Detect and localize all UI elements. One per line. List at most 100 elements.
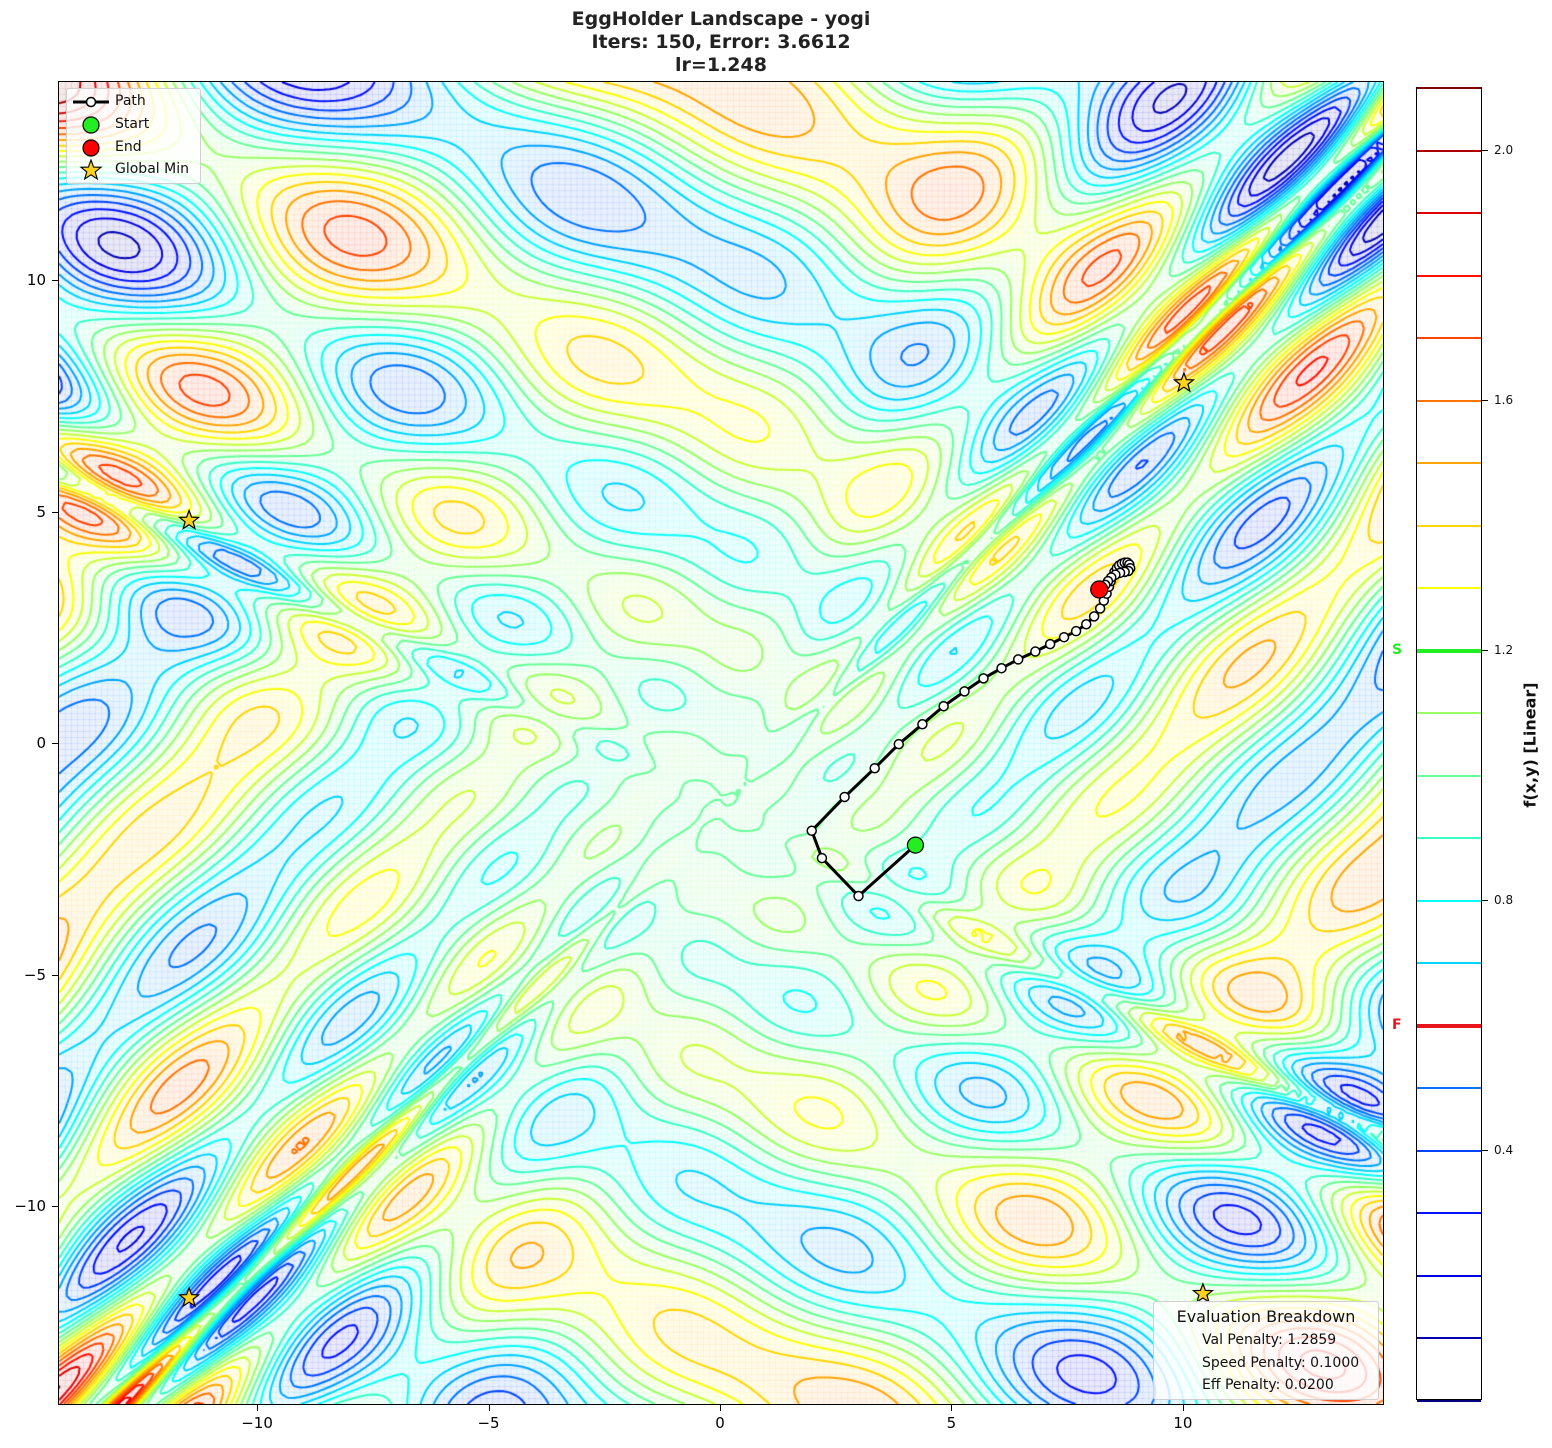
path-point: [996, 662, 1007, 674]
legend-entry-end: End: [67, 137, 200, 159]
path-point: [1081, 618, 1092, 630]
x-tick: [1182, 1405, 1184, 1411]
evaluation-title: Evaluation Breakdown: [1176, 1307, 1356, 1326]
path-point: [1030, 646, 1041, 657]
colorbar-level-line: [1417, 837, 1481, 840]
path-point: [853, 890, 864, 902]
colorbar-level-line: [1417, 1023, 1481, 1028]
legend-entry-global-min: Global Min: [67, 159, 200, 181]
y-tick-label: 0: [36, 734, 46, 753]
global-min-star-icon: [177, 508, 201, 530]
path-point: [869, 762, 880, 774]
contour-field: [59, 82, 1383, 1404]
path-overlay: [177, 371, 1215, 1308]
colorbar-level-line: [1417, 712, 1481, 715]
global-min-star-icon: [1191, 1282, 1215, 1304]
colorbar-tick: [1482, 1149, 1488, 1151]
y-tick-label: 5: [36, 502, 46, 521]
path-point: [1044, 638, 1056, 650]
path-point: [938, 700, 949, 712]
legend-label-start: Start: [115, 116, 150, 132]
colorbar-level-line: [1417, 149, 1481, 152]
star-icon: [79, 159, 103, 181]
legend-entry-start: Start: [67, 114, 200, 136]
chart-title: EggHolder Landscape - yogi Iters: 150, E…: [0, 8, 1442, 77]
plot-area: [58, 81, 1384, 1405]
x-tick-label: −10: [241, 1414, 273, 1432]
colorbar-tick: [1482, 399, 1488, 401]
colorbar-tick-label: 0.4: [1494, 1142, 1514, 1157]
x-tick-label: 5: [946, 1414, 957, 1432]
colorbar-tick-label: 2.0: [1494, 142, 1514, 157]
legend-entry-path: Path: [67, 91, 200, 113]
colorbar: [1416, 87, 1482, 1402]
colorbar-level-line: [1417, 1212, 1481, 1215]
colorbar-tick: [1482, 899, 1488, 901]
path-point: [959, 686, 970, 697]
colorbar-level-line: [1417, 462, 1481, 465]
path-point: [839, 791, 850, 803]
colorbar-level-line: [1417, 774, 1481, 777]
start-marker: [906, 836, 925, 854]
legend-label-end: End: [115, 139, 142, 155]
global-min-star-icon: [177, 1286, 201, 1308]
colorbar-level-line: [1417, 87, 1481, 89]
colorbar-label: f(x,y) [Linear]: [1520, 682, 1540, 808]
colorbar-level-line: [1417, 587, 1481, 590]
path-point: [816, 852, 828, 864]
y-tick: [52, 511, 58, 513]
chart-title-line-2: Iters: 150, Error: 3.6612: [591, 31, 851, 53]
evaluation-breakdown-box: Evaluation Breakdown Val Penalty: 1.2859…: [1153, 1301, 1379, 1400]
chart-title-line-1: EggHolder Landscape - yogi: [571, 8, 871, 30]
global-min-star-icon: [1172, 371, 1196, 393]
path-point: [893, 738, 905, 750]
path-point: [917, 718, 928, 730]
val-penalty: Val Penalty: 1.2859: [1202, 1332, 1337, 1348]
colorbar-level-line: [1417, 962, 1481, 965]
colorbar-level-line: [1417, 274, 1481, 277]
y-tick-label: −10: [14, 1197, 46, 1216]
path-line-icon: [73, 96, 109, 108]
path-point: [1012, 654, 1024, 665]
colorbar-level-line: [1417, 1149, 1481, 1152]
colorbar-level-line: [1417, 212, 1481, 215]
colorbar-tick: [1482, 649, 1488, 651]
colorbar-level-line: [1417, 524, 1481, 527]
x-tick: [488, 1405, 490, 1411]
eff-penalty: Eff Penalty: 0.0200: [1202, 1377, 1334, 1393]
y-tick-label: 10: [26, 271, 46, 290]
colorbar-tick-label: 1.6: [1494, 392, 1514, 407]
colorbar-level-line: [1417, 648, 1481, 653]
colorbar-level-line: [1417, 1400, 1481, 1402]
y-tick: [52, 1206, 58, 1208]
path-point: [1088, 611, 1100, 622]
y-tick-label: −5: [23, 965, 46, 984]
x-tick-label: 0: [715, 1414, 725, 1432]
path-point: [978, 673, 989, 684]
speed-penalty: Speed Penalty: 0.1000: [1202, 1355, 1360, 1371]
x-tick: [257, 1405, 259, 1411]
colorbar-tick-label: 1.2: [1494, 642, 1514, 657]
x-tick: [951, 1405, 953, 1411]
end-marker: [1090, 580, 1109, 599]
x-tick: [720, 1405, 721, 1411]
y-tick: [52, 743, 58, 745]
colorbar-level-line: [1417, 337, 1481, 340]
path-point: [1058, 631, 1070, 643]
path-point: [806, 825, 817, 836]
colorbar-start-marker: S: [1392, 641, 1403, 658]
legend-label-global-min: Global Min: [115, 161, 189, 177]
end-marker-icon: [82, 139, 100, 157]
colorbar-level-line: [1417, 399, 1481, 402]
optimizer-path: [809, 561, 1132, 899]
x-tick-label: 10: [1173, 1414, 1193, 1432]
start-marker-icon: [82, 116, 100, 134]
colorbar-tick-label: 0.8: [1494, 892, 1514, 907]
x-tick-label: −5: [477, 1414, 500, 1432]
colorbar-level-line: [1417, 1274, 1481, 1277]
colorbar-level-line: [1417, 1087, 1481, 1090]
chart-title-line-3: lr=1.248: [675, 54, 767, 76]
y-tick: [52, 974, 58, 976]
legend-label-path: Path: [115, 93, 146, 109]
colorbar-final-marker: F: [1392, 1016, 1402, 1033]
